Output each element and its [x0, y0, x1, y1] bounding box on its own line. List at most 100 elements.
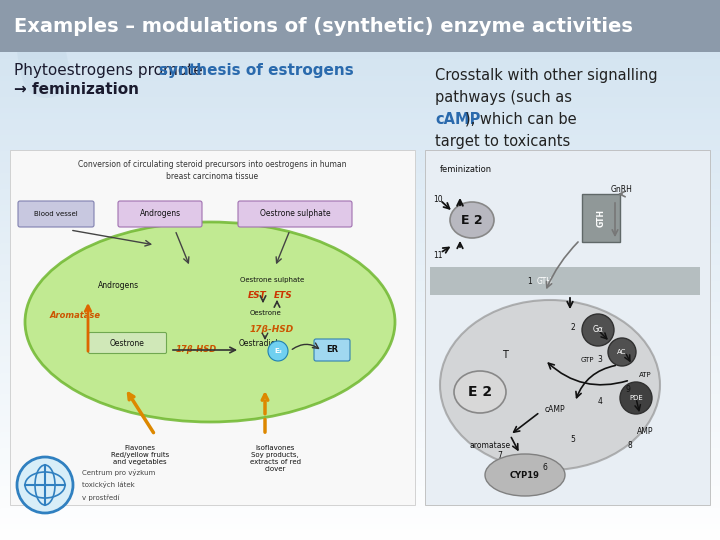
Text: Phytoestrogens promote: Phytoestrogens promote — [14, 63, 207, 78]
Bar — [0, 232, 720, 238]
Bar — [0, 394, 720, 400]
Text: Centrum pro výzkum: Centrum pro výzkum — [82, 469, 156, 476]
Bar — [0, 335, 720, 340]
Text: GnRH: GnRH — [611, 186, 633, 194]
FancyBboxPatch shape — [430, 267, 700, 295]
Text: Oestrone: Oestrone — [109, 339, 145, 348]
Bar — [0, 497, 720, 502]
Text: 7: 7 — [498, 450, 503, 460]
Bar — [0, 524, 720, 529]
Bar — [0, 184, 720, 189]
Text: Gα: Gα — [593, 326, 603, 334]
FancyBboxPatch shape — [89, 333, 166, 354]
Text: 17β-HSD: 17β-HSD — [250, 326, 294, 334]
Bar — [0, 486, 720, 491]
Bar — [0, 76, 720, 81]
Bar — [0, 265, 720, 270]
Bar — [0, 491, 720, 497]
Ellipse shape — [450, 202, 494, 238]
Bar — [0, 43, 720, 49]
Bar — [0, 119, 720, 124]
Text: PDE: PDE — [629, 395, 643, 401]
Bar — [0, 238, 720, 243]
Text: ), which can be: ), which can be — [465, 112, 577, 127]
FancyBboxPatch shape — [118, 201, 202, 227]
FancyBboxPatch shape — [314, 339, 350, 361]
Text: 4: 4 — [598, 397, 603, 407]
Text: ETS: ETS — [274, 291, 292, 300]
Bar — [0, 470, 720, 475]
Bar — [0, 373, 720, 378]
Text: Examples – modulations of (synthetic) enzyme activities: Examples – modulations of (synthetic) en… — [14, 17, 633, 36]
Bar — [0, 481, 720, 486]
Bar — [0, 356, 720, 362]
Bar — [0, 81, 720, 86]
Bar — [0, 59, 720, 65]
Text: Conversion of circulating steroid precursors into oestrogens in human: Conversion of circulating steroid precur… — [78, 160, 347, 169]
Bar — [0, 92, 720, 97]
Text: Androgens: Androgens — [140, 210, 181, 219]
Text: cAMP: cAMP — [545, 406, 565, 415]
Bar — [0, 189, 720, 194]
Bar — [0, 54, 720, 59]
Text: 2: 2 — [571, 322, 575, 332]
Text: CYP19: CYP19 — [510, 470, 540, 480]
Bar — [0, 389, 720, 394]
Bar — [0, 340, 720, 346]
Ellipse shape — [485, 454, 565, 496]
Bar — [0, 65, 720, 70]
Text: ATP: ATP — [639, 372, 652, 378]
Bar — [0, 32, 720, 38]
Text: E 2: E 2 — [468, 385, 492, 399]
Text: E₂: E₂ — [274, 348, 282, 354]
Text: GTH: GTH — [537, 276, 553, 286]
Text: E 2: E 2 — [462, 213, 483, 226]
Bar — [0, 508, 720, 513]
Bar — [0, 16, 720, 22]
Text: 10: 10 — [433, 195, 443, 205]
Text: v prostředí: v prostředí — [82, 495, 120, 501]
Ellipse shape — [25, 222, 395, 422]
Text: Androgens: Androgens — [97, 280, 138, 289]
Bar — [0, 140, 720, 146]
Text: breast carcinoma tissue: breast carcinoma tissue — [166, 172, 258, 181]
Bar — [0, 518, 720, 524]
FancyBboxPatch shape — [18, 201, 94, 227]
Bar — [0, 275, 720, 281]
Circle shape — [582, 314, 614, 346]
Text: 1: 1 — [528, 278, 532, 287]
Bar — [0, 162, 720, 167]
Text: 3: 3 — [598, 355, 603, 364]
Circle shape — [268, 341, 288, 361]
Bar — [0, 146, 720, 151]
Text: AMP: AMP — [636, 428, 653, 436]
Bar — [0, 319, 720, 324]
Text: GTP: GTP — [580, 357, 594, 363]
Ellipse shape — [440, 300, 660, 470]
Bar — [0, 286, 720, 292]
Bar — [0, 194, 720, 200]
Bar — [0, 459, 720, 464]
Bar — [0, 97, 720, 103]
Ellipse shape — [454, 371, 506, 413]
Bar — [0, 11, 720, 16]
FancyBboxPatch shape — [238, 201, 352, 227]
Bar — [0, 173, 720, 178]
Bar — [0, 22, 720, 27]
Bar — [0, 113, 720, 119]
Bar — [0, 443, 720, 448]
Bar — [0, 502, 720, 508]
Bar — [0, 346, 720, 351]
Text: pathways (such as: pathways (such as — [435, 90, 572, 105]
Bar — [0, 221, 720, 227]
Text: Isoflavones
Soy products,
extracts of red
clover: Isoflavones Soy products, extracts of re… — [250, 445, 300, 472]
Bar — [0, 211, 720, 216]
Bar — [0, 254, 720, 259]
Bar — [0, 313, 720, 319]
Bar — [0, 416, 720, 421]
Bar — [0, 378, 720, 383]
Bar — [0, 383, 720, 389]
Bar — [0, 243, 720, 248]
Bar — [0, 108, 720, 113]
FancyBboxPatch shape — [10, 150, 415, 505]
